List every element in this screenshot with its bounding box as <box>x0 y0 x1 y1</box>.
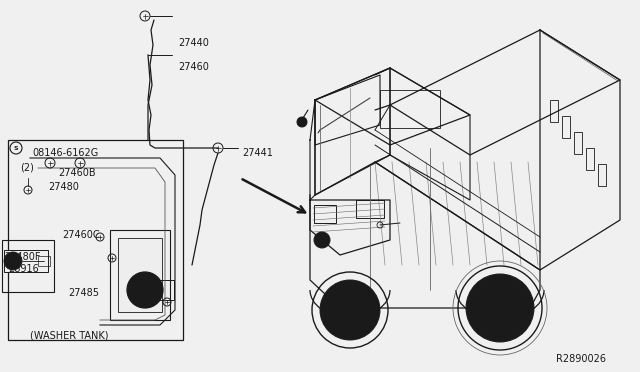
Circle shape <box>340 300 360 320</box>
Bar <box>586 148 594 170</box>
Text: 27480: 27480 <box>48 182 79 192</box>
Text: 08146-6162G: 08146-6162G <box>32 148 99 158</box>
Circle shape <box>133 278 157 302</box>
Bar <box>598 164 606 186</box>
Bar <box>118 238 162 312</box>
Bar <box>356 200 384 218</box>
Bar <box>4 250 48 272</box>
Text: (2): (2) <box>20 162 34 172</box>
Text: S: S <box>13 145 19 151</box>
Circle shape <box>314 232 330 248</box>
Circle shape <box>8 256 18 266</box>
Text: (WASHER TANK): (WASHER TANK) <box>30 330 109 340</box>
Circle shape <box>127 272 163 308</box>
Bar <box>110 230 170 320</box>
Text: 27460B: 27460B <box>58 168 95 178</box>
Bar <box>2 240 54 292</box>
Bar <box>160 280 174 300</box>
Text: R2890026: R2890026 <box>556 354 606 364</box>
Text: 27460: 27460 <box>178 62 209 72</box>
Text: 27480F: 27480F <box>4 252 40 262</box>
Bar <box>314 205 336 223</box>
Bar <box>380 90 440 128</box>
Bar <box>38 256 50 266</box>
Circle shape <box>140 285 150 295</box>
Text: 28916: 28916 <box>8 264 39 274</box>
Circle shape <box>488 296 512 320</box>
Text: 27440: 27440 <box>178 38 209 48</box>
Bar <box>574 132 582 154</box>
Text: 27485: 27485 <box>68 288 99 298</box>
Bar <box>550 100 558 122</box>
Circle shape <box>297 117 307 127</box>
Text: 27460C: 27460C <box>62 230 100 240</box>
Circle shape <box>320 280 380 340</box>
Text: 27441: 27441 <box>242 148 273 158</box>
Bar <box>562 116 570 138</box>
Circle shape <box>4 252 22 270</box>
Circle shape <box>466 274 534 342</box>
Bar <box>8 140 183 340</box>
